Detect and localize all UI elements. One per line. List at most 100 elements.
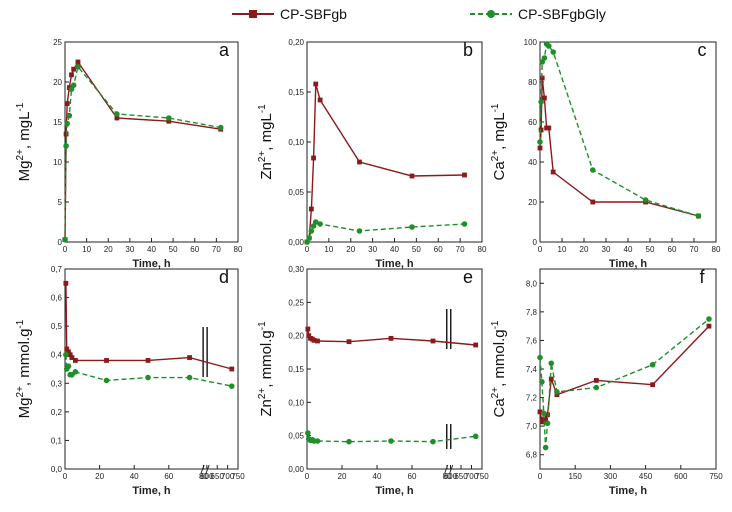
data-point <box>70 82 77 88</box>
data-point <box>72 358 78 363</box>
y-axis-label: Zn2+, mmol.g-1 <box>257 321 275 417</box>
data-point <box>548 376 554 382</box>
y-tick-label: 0,05 <box>288 432 304 441</box>
data-point <box>590 199 596 205</box>
panel-label: d <box>219 267 229 287</box>
y-axis-label-sup: 2+ <box>257 151 268 163</box>
data-point <box>388 335 394 341</box>
y-axis-label-unit: , mgL <box>491 112 508 150</box>
y-tick-label: 0,00 <box>288 238 304 247</box>
data-point <box>593 384 600 391</box>
x-axis-label: Time, h <box>609 485 648 497</box>
data-point <box>537 139 543 145</box>
x-tick-label: 60 <box>434 245 443 254</box>
data-point <box>317 221 323 227</box>
data-point <box>540 410 547 417</box>
y-axis-label-unit-sup: -1 <box>15 102 26 111</box>
data-point <box>229 366 235 372</box>
legend: CP-SBFgb CP-SBFgbGly <box>232 6 606 22</box>
x-tick-label: 0 <box>63 245 68 254</box>
plot-frame <box>64 268 239 470</box>
x-tick-label: 30 <box>602 245 611 254</box>
data-point <box>543 418 549 423</box>
y-axis-label-sup: 2+ <box>15 149 26 161</box>
x-tick-label: 0 <box>538 245 543 254</box>
data-point <box>695 213 702 219</box>
data-point <box>217 124 224 131</box>
data-point <box>64 101 70 106</box>
data-point <box>649 361 656 368</box>
x-tick-label: 80 <box>712 245 721 254</box>
y-axis-label-base: Zn <box>258 162 275 180</box>
legend-label-cp-sbfgb: CP-SBFgb <box>280 6 347 22</box>
y-tick-label: 0,25 <box>288 298 304 307</box>
y-tick-label: 0,7 <box>51 265 63 274</box>
panel-label: a <box>219 40 230 60</box>
x-tick-label: 80 <box>478 245 487 254</box>
x-tick-label: 30 <box>368 245 377 254</box>
data-point <box>537 354 543 361</box>
y-tick-label: 0,15 <box>288 88 304 97</box>
y-tick-label: 0,20 <box>288 332 304 341</box>
series-line <box>64 60 221 240</box>
data-point <box>544 420 551 427</box>
series-line <box>306 221 465 243</box>
data-point <box>642 197 649 203</box>
y-tick-label: 0,10 <box>288 398 304 407</box>
y-tick-label: 15 <box>53 118 62 127</box>
x-tick-label: 0 <box>305 472 310 481</box>
data-point <box>462 172 467 178</box>
y-tick-label: 8,0 <box>526 279 538 288</box>
series-cp-sbfgb <box>62 59 224 242</box>
series-line <box>539 325 710 424</box>
x-tick-label: 40 <box>373 472 382 481</box>
x-tick-label: 30 <box>125 245 134 254</box>
x-tick-label: 10 <box>558 245 567 254</box>
data-point <box>308 228 315 234</box>
x-tick-label: 600 <box>674 472 688 481</box>
data-point <box>315 338 320 344</box>
x-tick-label: 60 <box>190 245 199 254</box>
y-axis-label-sup: 2+ <box>490 387 501 399</box>
data-point <box>103 377 110 384</box>
y-axis-label-sup: 2+ <box>15 386 26 398</box>
data-point <box>650 382 656 388</box>
series-line <box>306 83 465 243</box>
y-tick-label: 0,20 <box>288 38 304 47</box>
series-line <box>539 77 699 217</box>
data-point <box>590 167 596 173</box>
y-tick-label: 100 <box>524 38 538 47</box>
y-tick-label: 7,6 <box>526 336 538 345</box>
x-tick-label: 80 <box>443 472 452 481</box>
y-axis-label-sup: 2+ <box>490 150 501 162</box>
y-axis-label-unit-sup: -1 <box>257 104 268 113</box>
x-tick-label: 20 <box>346 245 355 254</box>
y-axis-label-unit-sup: -1 <box>490 320 501 329</box>
y-tick-label: 0,1 <box>51 436 63 445</box>
y-axis-label: Zn2+, mgL-1 <box>257 104 275 180</box>
chart-panel-f: 6,8 7,0 7,2 7,4 7,6 7,8 8,0 0 150 300 450 600 750 Tim… <box>490 267 723 497</box>
data-point <box>537 145 543 151</box>
chart-panel-c: 0 20 40 60 80 100 0 10 20 30 40 50 60 70 80 Time, h Ca2+… <box>490 38 721 270</box>
data-point <box>539 419 545 425</box>
series-cp-sbfgbgly <box>63 351 235 389</box>
data-point <box>63 351 69 358</box>
data-point <box>539 379 545 385</box>
legend-marker-square <box>249 10 257 18</box>
y-tick-label: 7,4 <box>526 365 538 374</box>
y-axis-label-base: Zn <box>258 399 275 417</box>
data-point <box>356 228 363 234</box>
data-point <box>461 221 468 227</box>
y-tick-label: 20 <box>53 78 62 87</box>
x-tick-label: 600 <box>200 472 214 481</box>
data-point <box>313 81 319 87</box>
data-point <box>548 360 555 367</box>
y-axis-label-unit: , mgL <box>16 112 33 150</box>
data-point <box>64 120 70 127</box>
x-axis-label: Time, h <box>375 258 414 270</box>
x-tick-label: 650 <box>454 472 468 481</box>
data-point <box>554 392 560 398</box>
data-point <box>346 339 352 345</box>
data-point <box>72 369 79 375</box>
x-tick-label: 50 <box>412 245 421 254</box>
